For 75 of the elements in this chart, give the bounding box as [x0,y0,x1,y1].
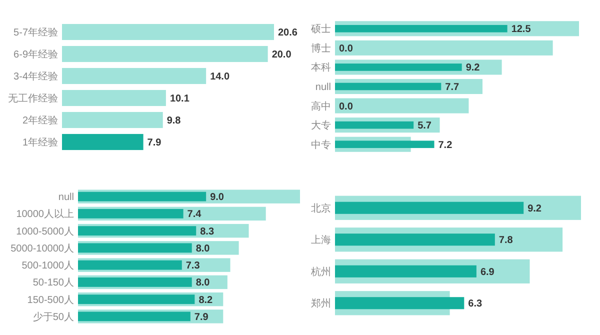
data-label: 9.8 [166,116,182,126]
y-tick-label: 博士 [311,42,331,54]
bar [335,140,434,148]
y-tick-label: 3-4年经验 [14,70,58,82]
y-tick-label: 2年经验 [22,114,58,126]
bar [335,265,476,278]
bar [62,46,268,62]
bar [335,297,464,310]
bar [62,112,163,128]
bar [62,24,274,40]
y-tick-label: 50-150人 [32,278,74,289]
data-label: 7.7 [445,82,460,93]
y-tick-label: null [315,82,331,93]
bar [78,192,206,202]
data-label: 5.7 [418,120,432,132]
y-tick-label: 1年经验 [22,136,58,148]
y-tick-label: 150-500人 [27,294,74,306]
bar [78,208,184,218]
data-label: 7.2 [438,140,453,151]
bar [335,64,462,71]
bar [335,121,414,129]
y-tick-label: 5-7年经验 [14,26,58,38]
data-label: 6.3 [468,298,482,310]
data-label: 7.3 [186,260,200,272]
y-tick-label: 5000-10000人 [10,243,74,254]
data-label: 6.9 [480,266,495,278]
data-label: 20.6 [278,28,298,38]
data-label: 8.0 [196,243,210,254]
data-label: 7.9 [147,138,162,148]
y-tick-label: 上海 [311,234,331,246]
bar [335,202,524,214]
bar [78,312,190,322]
y-tick-label: 10000人以上 [16,208,74,220]
data-label: 8.0 [196,278,210,289]
y-tick-label: 大专 [311,120,331,132]
bar [335,98,469,114]
y-tick-label: 杭州 [310,266,331,278]
data-label: 8.3 [200,226,214,238]
y-tick-label: 无工作经验 [8,92,58,104]
y-tick-label: 6-9年经验 [14,48,58,60]
data-label: 0.0 [339,101,354,112]
bar [335,82,442,90]
data-label: 7.8 [498,235,514,246]
bar [62,134,144,150]
y-tick-label: null [58,192,74,204]
bar [78,277,192,287]
data-label: 10.1 [170,94,190,104]
data-label: 14.0 [210,72,230,82]
data-label: 0.0 [339,43,354,54]
y-tick-label: 北京 [311,202,331,214]
data-label: 7.9 [194,312,209,323]
bar [78,294,195,304]
y-tick-label: 硕士 [310,23,331,36]
data-label: 9.2 [528,203,542,214]
data-label: 9.2 [466,62,480,74]
data-label: 7.4 [187,209,202,220]
data-label: 20.0 [272,50,292,60]
y-tick-label: 高中 [311,100,331,112]
bar [62,90,166,106]
data-label: 8.2 [198,294,214,306]
bar [78,226,196,236]
bar [335,24,508,32]
bar [78,243,192,253]
bar [335,40,553,56]
y-tick-label: 500-1000人 [22,260,74,272]
data-label: 9.0 [210,192,224,204]
y-tick-label: 本科 [311,62,331,74]
bar [78,260,182,270]
bar [335,234,495,246]
y-tick-label: 中专 [311,138,331,151]
data-label: 12.5 [511,24,532,36]
y-tick-label: 少于50人 [32,310,74,323]
y-tick-label: 1000-5000人 [16,226,74,238]
bar [62,68,206,84]
y-tick-label: 郑州 [311,298,331,310]
